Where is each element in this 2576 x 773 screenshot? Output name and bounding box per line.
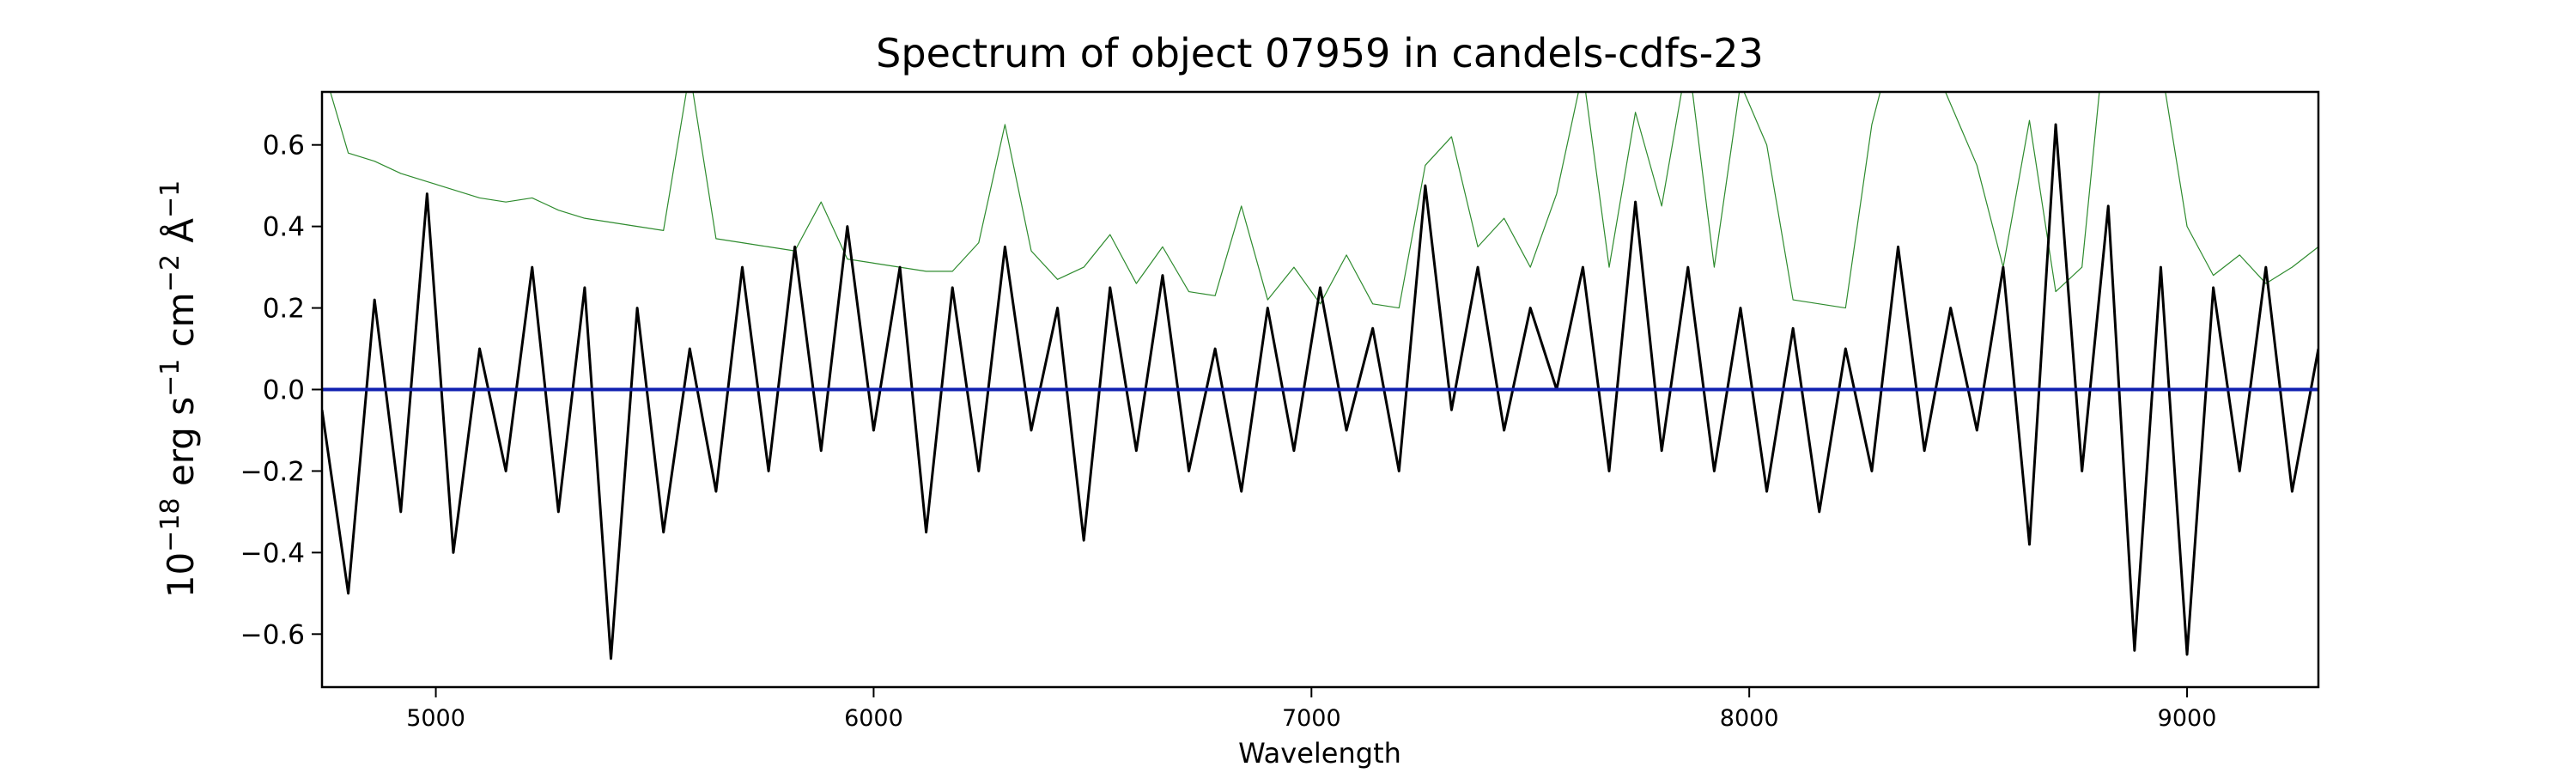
y-label-part: −1: [155, 359, 185, 397]
x-axis-label: Wavelength: [1238, 737, 1401, 770]
series-line: [330, 92, 2318, 309]
y-label-part: Å: [159, 218, 202, 254]
y-tick-label: −0.2: [240, 456, 305, 487]
y-tick-label: −0.6: [240, 619, 305, 650]
y-label-part: −1: [155, 180, 185, 218]
y-tick-label: 0.2: [263, 294, 305, 325]
y-label-part: cm: [160, 292, 202, 358]
y-label-part: erg s: [160, 397, 202, 498]
chart-title: Spectrum of object 07959 in candels-cdfs…: [876, 30, 1764, 76]
x-tick-label: 7000: [1282, 705, 1341, 732]
x-tick-label: 6000: [844, 705, 903, 732]
y-tick-label: −0.4: [240, 538, 305, 569]
series-line: [322, 123, 2318, 660]
y-label-part: −18: [155, 498, 185, 552]
y-axis-label: 10−18 erg s−1 cm−2 Å−1: [155, 180, 203, 599]
y-tick-label: 0.4: [263, 212, 305, 243]
plot-area: [322, 92, 2318, 660]
y-tick-label: 0.6: [263, 131, 305, 161]
y-label-part: 10: [160, 552, 202, 598]
x-tick-label: 8000: [1720, 705, 1779, 732]
x-tick-label: 5000: [406, 705, 465, 732]
y-tick-label: 0.0: [263, 375, 305, 406]
x-tick-label: 9000: [2158, 705, 2217, 732]
y-label-part: −2: [155, 254, 185, 292]
